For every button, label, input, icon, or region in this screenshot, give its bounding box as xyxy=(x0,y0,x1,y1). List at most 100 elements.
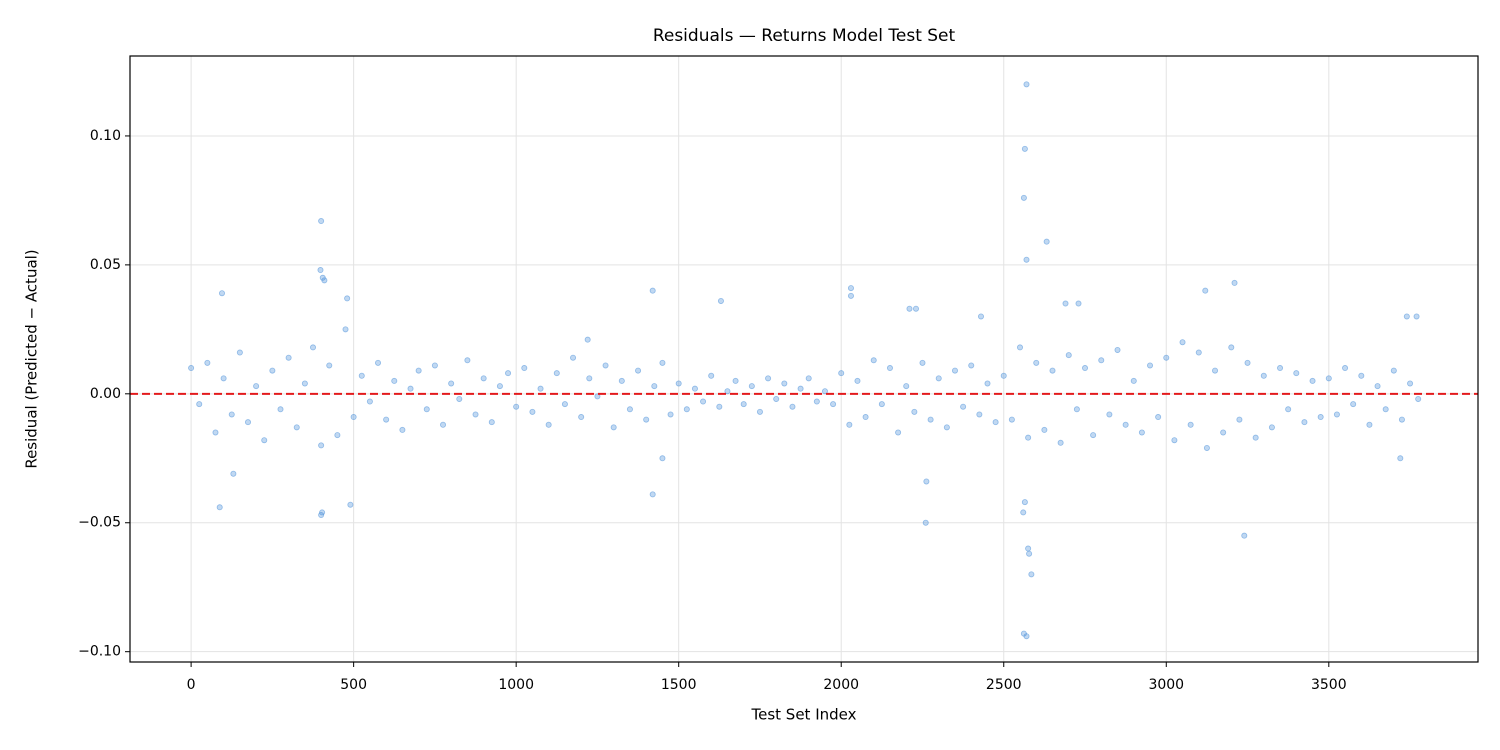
point xyxy=(651,383,658,390)
y-tick-label: −0.10 xyxy=(78,644,121,660)
point xyxy=(870,357,877,364)
point xyxy=(922,519,929,526)
point xyxy=(626,406,633,413)
point xyxy=(789,403,796,410)
point xyxy=(347,501,354,508)
point xyxy=(496,383,503,390)
point xyxy=(805,375,812,382)
point xyxy=(919,359,926,366)
point xyxy=(277,406,284,413)
point xyxy=(358,372,365,379)
point xyxy=(700,398,707,405)
point xyxy=(862,414,869,421)
point xyxy=(344,295,351,302)
point xyxy=(1202,287,1209,294)
point xyxy=(708,372,715,379)
point xyxy=(216,504,223,511)
point xyxy=(717,297,724,304)
point xyxy=(1241,532,1248,539)
point xyxy=(212,429,219,436)
point xyxy=(383,416,390,423)
point xyxy=(488,419,495,426)
point xyxy=(1342,365,1349,372)
point xyxy=(188,365,195,372)
x-tick-label: 2500 xyxy=(986,677,1022,693)
x-tick-label: 2000 xyxy=(823,677,859,693)
point xyxy=(847,285,854,292)
point xyxy=(1057,439,1064,446)
point xyxy=(301,380,308,387)
point xyxy=(1075,300,1082,307)
point xyxy=(545,421,552,428)
x-tick-label: 1500 xyxy=(661,677,697,693)
point xyxy=(584,336,591,343)
point xyxy=(594,393,601,400)
point xyxy=(649,491,656,498)
point xyxy=(1252,434,1259,441)
point xyxy=(659,455,666,462)
point xyxy=(923,478,930,485)
point xyxy=(1195,349,1202,356)
point xyxy=(716,403,723,410)
point xyxy=(821,388,828,395)
y-tick-label: 0.00 xyxy=(90,386,121,402)
point xyxy=(1114,346,1121,353)
point xyxy=(1020,509,1027,516)
point xyxy=(1390,367,1397,374)
point xyxy=(1244,359,1251,366)
point xyxy=(977,313,984,320)
point xyxy=(537,385,544,392)
point xyxy=(1025,545,1032,552)
point xyxy=(911,408,918,415)
point xyxy=(350,414,357,421)
point xyxy=(218,290,225,297)
point xyxy=(326,362,333,369)
x-tick-label: 3000 xyxy=(1148,677,1184,693)
x-axis-label: Test Set Index xyxy=(751,706,857,724)
point xyxy=(261,437,268,444)
point xyxy=(683,406,690,413)
point xyxy=(1021,499,1028,506)
point xyxy=(935,375,942,382)
point xyxy=(513,403,520,410)
point xyxy=(906,305,913,312)
point xyxy=(1082,365,1089,372)
y-axis-label: Residual (Predicted − Actual) xyxy=(23,249,41,468)
point xyxy=(1163,354,1170,361)
point xyxy=(1228,344,1235,351)
point xyxy=(675,380,682,387)
point xyxy=(748,383,755,390)
point xyxy=(878,401,885,408)
point xyxy=(1090,432,1097,439)
point xyxy=(886,365,893,372)
point xyxy=(1041,426,1048,433)
point xyxy=(813,398,820,405)
point xyxy=(399,426,406,433)
point xyxy=(464,357,471,364)
point xyxy=(440,421,447,428)
point xyxy=(1016,344,1023,351)
point xyxy=(1397,455,1404,462)
point xyxy=(586,375,593,382)
point xyxy=(610,424,617,431)
point xyxy=(976,411,983,418)
point xyxy=(456,395,463,402)
point xyxy=(342,326,349,333)
point xyxy=(236,349,243,356)
point xyxy=(230,470,237,477)
point xyxy=(740,401,747,408)
point xyxy=(797,385,804,392)
point xyxy=(318,218,325,225)
point xyxy=(1008,416,1015,423)
point xyxy=(912,305,919,312)
point xyxy=(1130,377,1137,384)
point xyxy=(951,367,958,374)
point xyxy=(431,362,438,369)
point xyxy=(659,359,666,366)
x-tick-label: 500 xyxy=(340,677,367,693)
point xyxy=(838,370,845,377)
point xyxy=(781,380,788,387)
point xyxy=(1285,406,1292,413)
point xyxy=(317,267,324,274)
x-tick-label: 3500 xyxy=(1311,677,1347,693)
